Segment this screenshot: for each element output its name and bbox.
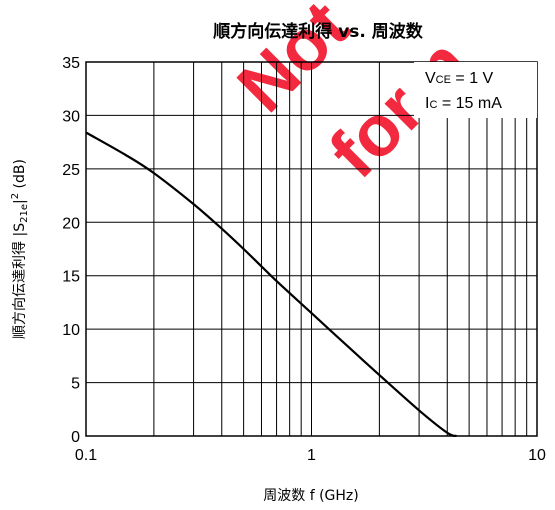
annotation-ic: IC = 15 mA <box>425 95 502 112</box>
y-tick-labels: 0 5 10 15 20 25 30 35 <box>62 55 80 446</box>
y-label-suffix: (dB) <box>12 159 28 193</box>
y-axis-label: 順方向伝達利得 |S21e|2 (dB) <box>10 159 30 339</box>
series-line-0 <box>85 131 457 438</box>
chart-title: 順方向伝達利得 vs. 周波数 <box>213 21 423 42</box>
x-axis-label: 周波数 f (GHz) <box>263 488 358 504</box>
annotation-vce-main: V <box>425 70 436 87</box>
y-tick-label: 35 <box>62 55 80 72</box>
y-label-sub: 21e <box>19 204 30 223</box>
y-tick-label: 10 <box>62 322 80 339</box>
x-tick-label: 0.1 <box>75 447 97 464</box>
y-tick-label: 0 <box>71 429 80 446</box>
annotation-vce-rest: = 1 V <box>451 70 494 87</box>
annotation-background <box>414 62 537 118</box>
y-label-bar: | <box>12 199 28 204</box>
annotation-vce-sub: CE <box>436 74 451 86</box>
x-tick-label: 10 <box>528 447 546 464</box>
grid <box>86 62 537 436</box>
plot-frame <box>85 61 538 437</box>
y-tick-label: 5 <box>71 376 80 393</box>
x-tick-labels: 0.1 1 10 <box>75 447 546 464</box>
y-tick-label: 20 <box>62 215 80 232</box>
annotation-ic-main: I <box>425 95 429 112</box>
y-tick-label: 15 <box>62 269 80 286</box>
x-tick-label: 1 <box>307 447 316 464</box>
y-label-prefix: 順方向伝達利得 |S <box>11 223 28 339</box>
y-label-sup: 2 <box>10 193 21 199</box>
annotation-ic-rest: = 15 mA <box>437 95 502 112</box>
annotation-ic-sub: C <box>429 99 437 111</box>
series-group <box>85 131 457 438</box>
y-tick-label: 30 <box>62 108 80 125</box>
annotation-vce: VCE = 1 V <box>425 70 494 87</box>
y-tick-label: 25 <box>62 162 80 179</box>
